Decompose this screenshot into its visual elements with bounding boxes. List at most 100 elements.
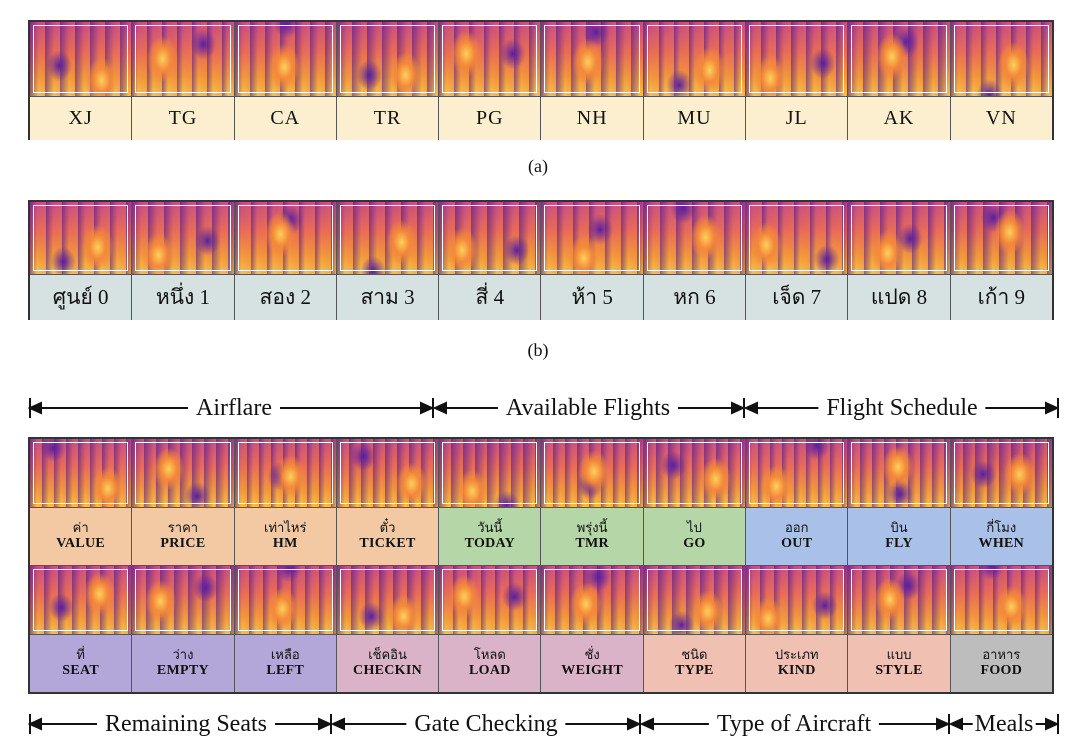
- thai-word: เหลือ: [270, 646, 300, 662]
- panel-b-label-9: เก้า 9: [950, 274, 1052, 320]
- english-word: OUT: [781, 535, 813, 551]
- panel-b-spectrogram-9: [950, 202, 1052, 274]
- panel-a-spectrogram-5: [541, 22, 644, 96]
- thai-word: เท่าไหร่: [264, 519, 307, 535]
- group-label-type-of-aircraft: Type of Aircraft: [708, 709, 880, 739]
- panel-b-label-3: สาม 3: [336, 274, 439, 320]
- panel-b-spectrogram-3: [336, 202, 440, 274]
- english-word: FOOD: [980, 662, 1023, 678]
- panel-b-label-6: หก 6: [643, 274, 746, 320]
- panel-c-row1-word-2: เท่าไหร่ HM: [234, 507, 336, 565]
- panel-c-row2-word-1: ว่าง EMPTY: [132, 634, 234, 692]
- english-word: LEFT: [266, 662, 305, 678]
- panel-c-row1-spectrogram-2: [234, 439, 337, 507]
- panel-a-spectrogram-6: [643, 22, 747, 96]
- english-word: WHEN: [978, 535, 1025, 551]
- english-word: FLY: [885, 535, 913, 551]
- panel-a-spectrogram-0: [30, 22, 133, 96]
- thai-word: ประเภท: [774, 646, 819, 662]
- panel-c-row1-word-3: ตั๋ว TICKET: [336, 507, 439, 565]
- panel-a-label-4: PG: [439, 96, 541, 140]
- english-word: TMR: [575, 535, 609, 551]
- panel-c-row1-word-7: ออก OUT: [746, 507, 848, 565]
- panel-c-row1-spectrogram-9: [950, 439, 1052, 507]
- thai-word: เช็คอิน: [368, 646, 407, 662]
- panel-c-row1-spectrogram-3: [336, 439, 440, 507]
- panel-a-label-row: XJ TG CA TR PG NH MU JL AK VN: [30, 96, 1052, 140]
- panel-c-row1-word-9: กี่โมง WHEN: [950, 507, 1052, 565]
- panel-c-row2-word-4: โหลด LOAD: [439, 634, 541, 692]
- english-word: KIND: [777, 662, 816, 678]
- english-word: LOAD: [469, 662, 511, 678]
- panel-c-row1-word-4: วันนี้ TODAY: [439, 507, 541, 565]
- panel-c-row2-spectrogram-2: [234, 566, 337, 634]
- panel-c-row1-spectrogram-7: [746, 439, 849, 507]
- panel-a-label-1: TG: [132, 96, 234, 140]
- english-word: HM: [272, 535, 298, 551]
- panel-a-label-2: CA: [234, 96, 336, 140]
- panel-b-label-row: ศูนย์ 0 หนึ่ง 1 สอง 2 สาม 3 สี่ 4 ห้า 5 หก 6 เจ…: [30, 274, 1052, 320]
- panel-c-row1-spectrogram-4: [439, 439, 542, 507]
- english-word: GO: [683, 535, 706, 551]
- panel-a-spectrogram-7: [746, 22, 849, 96]
- english-word: STYLE: [875, 662, 923, 678]
- panel-c-row2-spectrogram-1: [132, 566, 235, 634]
- english-word: TICKET: [359, 535, 416, 551]
- panel-a-spectrogram-4: [439, 22, 542, 96]
- panel-c-row1-spectrogram-8: [848, 439, 951, 507]
- panel-c-row1-spectrogram-1: [132, 439, 235, 507]
- panel-c-row1-word-6: ไป GO: [643, 507, 746, 565]
- panel-c-row1-spectrogram-6: [643, 439, 747, 507]
- panel-a-label-5: NH: [541, 96, 643, 140]
- group-label-gate-checking: Gate Checking: [406, 709, 566, 739]
- panel-b-label-2: สอง 2: [234, 274, 336, 320]
- english-word: EMPTY: [156, 662, 209, 678]
- group-label-available-flights: Available Flights: [497, 393, 679, 423]
- panel-c-row2-word-7: ประเภท KIND: [746, 634, 848, 692]
- panel-b-label-7: เจ็ด 7: [746, 274, 848, 320]
- thai-word: ออก: [784, 519, 809, 535]
- panel-c-row1-word-8: บิน FLY: [848, 507, 950, 565]
- panel-c-spectrogram-row-1: [30, 439, 1052, 507]
- panel-b-spectrogram-row: [30, 202, 1052, 274]
- top-group-bracket: Airflare Available Flights Flight Schedu…: [28, 393, 1060, 423]
- thai-word: บิน: [890, 519, 908, 535]
- panel-c-row2-word-2: เหลือ LEFT: [234, 634, 336, 692]
- panel-b-spectrogram-6: [643, 202, 747, 274]
- panel-a-spectrogram-3: [336, 22, 440, 96]
- panel-c-row2-spectrogram-0: [30, 566, 133, 634]
- panel-b-spectrogram-8: [848, 202, 951, 274]
- english-word: CHECKIN: [353, 662, 423, 678]
- panel-c-row2-spectrogram-5: [541, 566, 644, 634]
- panel-b-label-4: สี่ 4: [439, 274, 541, 320]
- panel-a-spectrogram-2: [234, 22, 337, 96]
- panel-b-label-1: หนึ่ง 1: [132, 274, 234, 320]
- panel-a-spectrogram-row: [30, 22, 1052, 96]
- panel-a-spectrogram-8: [848, 22, 951, 96]
- panel-b-grid: ศูนย์ 0 หนึ่ง 1 สอง 2 สาม 3 สี่ 4 ห้า 5 หก 6 เจ…: [28, 200, 1054, 320]
- group-label-remaining-seats: Remaining Seats: [97, 709, 275, 739]
- panel-b-spectrogram-1: [132, 202, 235, 274]
- thai-word: ตั๋ว: [379, 519, 396, 535]
- panel-b-label-5: ห้า 5: [541, 274, 643, 320]
- thai-word: โหลด: [473, 646, 506, 662]
- panel-b-label-0: ศูนย์ 0: [30, 274, 132, 320]
- panel-c-row2-word-9: อาหาร FOOD: [950, 634, 1052, 692]
- panel-c-row2-word-3: เช็คอิน CHECKIN: [336, 634, 439, 692]
- panel-a-spectrogram-1: [132, 22, 235, 96]
- thai-word: ว่าง: [172, 646, 194, 662]
- panel-b-spectrogram-5: [541, 202, 644, 274]
- panel-a-label-0: XJ: [30, 96, 132, 140]
- panel-c-row2-spectrogram-7: [746, 566, 849, 634]
- panel-b-label-8: แปด 8: [848, 274, 950, 320]
- group-label-meals: Meals: [972, 709, 1036, 739]
- english-word: PRICE: [160, 535, 206, 551]
- thai-word: ชั่ง: [584, 646, 600, 662]
- panel-c-row1-word-1: ราคา PRICE: [132, 507, 234, 565]
- panel-c-row2-spectrogram-6: [643, 566, 747, 634]
- panel-a-label-7: JL: [746, 96, 848, 140]
- panel-c-row2-word-8: แบบ STYLE: [848, 634, 950, 692]
- panel-b-spectrogram-7: [746, 202, 849, 274]
- bottom-group-bracket: Remaining Seats Gate Checking Type of Ai…: [28, 709, 1060, 739]
- panel-b-spectrogram-2: [234, 202, 337, 274]
